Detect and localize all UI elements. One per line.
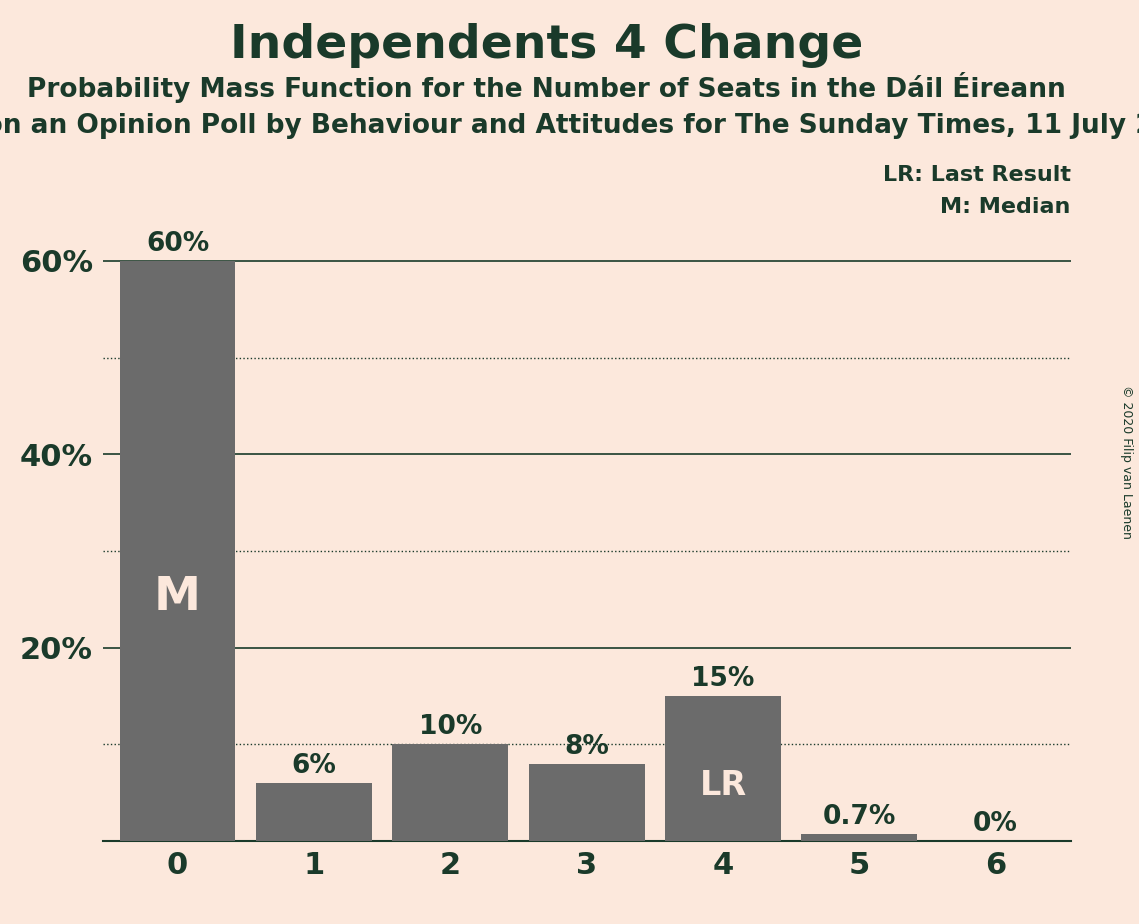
Text: Based on an Opinion Poll by Behaviour and Attitudes for The Sunday Times, 11 Jul: Based on an Opinion Poll by Behaviour an… <box>0 113 1139 139</box>
Text: © 2020 Filip van Laenen: © 2020 Filip van Laenen <box>1121 385 1133 539</box>
Text: Independents 4 Change: Independents 4 Change <box>230 23 863 68</box>
Text: 10%: 10% <box>418 714 482 740</box>
Text: LR: Last Result: LR: Last Result <box>883 165 1071 186</box>
Bar <box>256 783 371 841</box>
Text: 60%: 60% <box>146 231 210 257</box>
Bar <box>528 763 645 841</box>
Text: 15%: 15% <box>691 666 755 692</box>
Text: LR: LR <box>699 770 746 802</box>
Text: M: Median: M: Median <box>941 197 1071 217</box>
Bar <box>392 744 508 841</box>
Text: Probability Mass Function for the Number of Seats in the Dáil Éireann: Probability Mass Function for the Number… <box>27 72 1066 103</box>
Bar <box>665 696 781 841</box>
Text: 0.7%: 0.7% <box>822 804 896 830</box>
Bar <box>120 261 236 841</box>
Text: M: M <box>154 575 200 620</box>
Text: 8%: 8% <box>564 734 609 760</box>
Bar <box>802 834 917 841</box>
Text: 0%: 0% <box>973 811 1018 837</box>
Text: 6%: 6% <box>292 753 336 779</box>
